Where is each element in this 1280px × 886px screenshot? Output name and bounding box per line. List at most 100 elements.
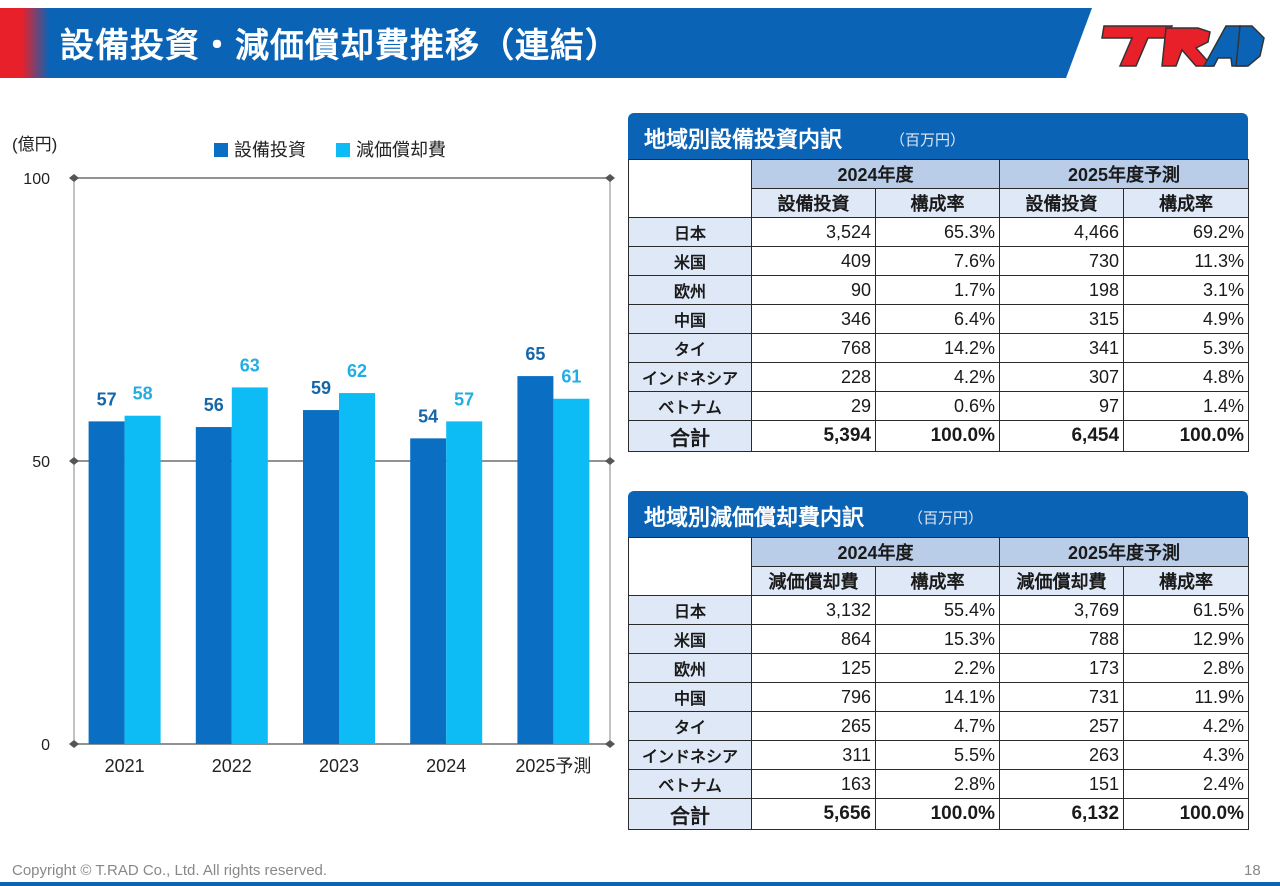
dep-table-title: 地域別減価償却費内訳	[644, 505, 865, 530]
region-label: タイ	[628, 333, 752, 363]
ratio-cell: 11.3%	[1123, 246, 1250, 276]
capex-year-header: 2024年度	[750, 159, 1001, 189]
region-label: インドネシア	[628, 740, 752, 770]
ratio-cell: 100.0%	[874, 420, 1001, 452]
amount-cell: 97	[999, 391, 1125, 421]
capex-depreciation-chart: 0 50 100 (億円) 設備投資 減価償却費 57 58 2021 56 63 2022 59 62 2…	[0, 120, 620, 800]
dep-table: 2024年度 2025年度予測 減価償却費 構成率 減価償却費 構成率 日本 3,132 55.…	[628, 537, 1250, 830]
dep-row: 米国 864 15.3% 788 12.9%	[628, 624, 1250, 654]
capex-row: 中国 346 6.4% 315 4.9%	[628, 304, 1250, 334]
dep-row: 日本 3,132 55.4% 3,769 61.5%	[628, 595, 1250, 625]
dep-column-header-row: 減価償却費 構成率 減価償却費 構成率	[629, 566, 1250, 596]
amount-cell: 265	[751, 711, 876, 741]
ratio-cell: 4.8%	[1123, 362, 1250, 392]
y-tick-label: 100	[23, 171, 50, 188]
region-label: 欧州	[628, 275, 752, 305]
amount-cell: 730	[999, 246, 1125, 276]
bar	[410, 438, 447, 744]
bar	[88, 421, 125, 744]
amount-cell: 3,132	[751, 595, 876, 625]
amount-cell: 864	[751, 624, 876, 654]
amount-cell: 796	[751, 682, 876, 712]
region-label: 日本	[628, 595, 752, 625]
amount-cell: 5,656	[751, 798, 876, 830]
amount-cell: 29	[751, 391, 876, 421]
dep-column-header: 構成率	[874, 566, 1001, 596]
ratio-cell: 2.2%	[874, 653, 1001, 683]
ratio-cell: 1.4%	[1123, 391, 1250, 421]
legend-label: 設備投資	[234, 140, 306, 160]
capex-column-header-row: 設備投資 構成率 設備投資 構成率	[629, 188, 1250, 218]
ratio-cell: 4.9%	[1123, 304, 1250, 334]
dep-row: 中国 796 14.1% 731 11.9%	[628, 682, 1250, 712]
ratio-cell: 4.3%	[1123, 740, 1250, 770]
amount-cell: 788	[999, 624, 1125, 654]
ratio-cell: 69.2%	[1123, 217, 1250, 247]
amount-cell: 173	[999, 653, 1125, 683]
amount-cell: 3,524	[751, 217, 876, 247]
ratio-cell: 4.2%	[874, 362, 1001, 392]
dep-table-header: 地域別減価償却費内訳 （百万円）	[628, 491, 1248, 537]
footer-line	[0, 882, 1280, 886]
region-label: 欧州	[628, 653, 752, 683]
amount-cell: 3,769	[999, 595, 1125, 625]
capex-corner-cell	[628, 159, 752, 218]
ratio-cell: 0.6%	[874, 391, 1001, 421]
y-axis-unit-label: (億円)	[12, 135, 57, 154]
amount-cell: 341	[999, 333, 1125, 363]
data-label: 54	[418, 406, 438, 426]
amount-cell: 768	[751, 333, 876, 363]
ratio-cell: 100.0%	[874, 798, 1001, 830]
x-tick-label: 2023	[319, 756, 359, 776]
capex-row: インドネシア 228 4.2% 307 4.8%	[628, 362, 1250, 392]
dep-table-unit: （百万円）	[908, 510, 984, 527]
dep-corner-cell	[628, 537, 752, 596]
page-number: 18	[1244, 862, 1261, 879]
ratio-cell: 2.4%	[1123, 769, 1250, 799]
ratio-cell: 4.7%	[874, 711, 1001, 741]
bar	[553, 398, 590, 744]
ratio-cell: 7.6%	[874, 246, 1001, 276]
copyright: Copyright © T.RAD Co., Ltd. All rights r…	[12, 862, 328, 879]
capex-row: 米国 409 7.6% 730 11.3%	[628, 246, 1250, 276]
grid-marker	[605, 457, 615, 465]
grid-marker	[605, 174, 615, 182]
grid-marker	[69, 174, 79, 182]
grid-marker	[69, 457, 79, 465]
ratio-cell: 12.9%	[1123, 624, 1250, 654]
region-label: 米国	[628, 246, 752, 276]
grid-marker	[605, 740, 615, 748]
data-label: 63	[240, 355, 260, 375]
region-label: 米国	[628, 624, 752, 654]
header-bar: 設備投資・減価償却費推移（連結）	[0, 8, 1092, 78]
ratio-cell: 14.2%	[874, 333, 1001, 363]
data-label: 57	[454, 389, 474, 409]
ratio-cell: 55.4%	[874, 595, 1001, 625]
amount-cell: 346	[751, 304, 876, 334]
capex-table-title: 地域別設備投資内訳	[644, 127, 843, 152]
dep-column-header: 減価償却費	[999, 566, 1125, 596]
data-label: 61	[561, 367, 581, 387]
dep-year-header: 2025年度予測	[999, 537, 1250, 567]
ratio-cell: 100.0%	[1123, 420, 1250, 452]
amount-cell: 163	[751, 769, 876, 799]
capex-year-header-row: 2024年度 2025年度予測	[628, 159, 1250, 218]
region-label: 合計	[628, 798, 752, 830]
dep-column-header: 構成率	[1123, 566, 1250, 596]
x-tick-label: 2025予測	[515, 756, 591, 776]
header-background	[0, 8, 1092, 78]
amount-cell: 6,454	[999, 420, 1125, 452]
bar	[517, 376, 554, 744]
legend-swatch	[214, 143, 228, 157]
capex-row: タイ 768 14.2% 341 5.3%	[628, 333, 1250, 363]
capex-table-header: 地域別設備投資内訳 （百万円）	[628, 113, 1248, 159]
dep-table-panel: 地域別減価償却費内訳 （百万円） 2024年度 2025年度予測 減価償却費 構成率減…	[628, 491, 1250, 830]
ratio-cell: 1.7%	[874, 275, 1001, 305]
data-label: 65	[525, 344, 545, 364]
legend-swatch	[336, 143, 350, 157]
ratio-cell: 15.3%	[874, 624, 1001, 654]
amount-cell: 315	[999, 304, 1125, 334]
amount-cell: 4,466	[999, 217, 1125, 247]
bar	[339, 393, 375, 744]
region-label: タイ	[628, 711, 752, 741]
